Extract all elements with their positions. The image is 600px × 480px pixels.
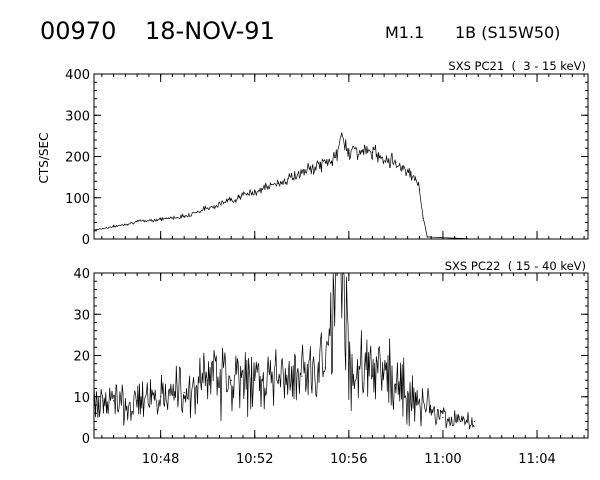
data-point (254, 379, 256, 381)
data-point (371, 151, 373, 153)
y-tick-label: 30 (73, 308, 90, 323)
data-point (160, 218, 162, 220)
y-tick-label: 40 (73, 267, 90, 282)
data-point (207, 379, 209, 381)
data-point (277, 379, 279, 381)
series-line (93, 132, 475, 240)
panel-pc22: SXS PC22 ( 15 - 40 keV) 0 10 20 30 40 10:48 10… (73, 259, 589, 467)
data-point (277, 182, 279, 184)
x-tick-label: 10:48 (142, 452, 179, 467)
y-tick-label: 20 (73, 350, 90, 365)
data-point (113, 226, 115, 228)
data-point (301, 172, 303, 174)
data-point (324, 367, 326, 369)
data-point (230, 379, 232, 381)
series-line (93, 272, 475, 430)
panel-pc22-title: SXS PC22 ( 15 - 40 keV) (445, 259, 586, 273)
y-tick-label: 300 (65, 109, 90, 124)
x-tick-label: 10:56 (330, 452, 367, 467)
data-point (473, 420, 475, 423)
data-point (136, 221, 138, 223)
data-point (183, 215, 185, 217)
y-tick-label: 0 (82, 233, 90, 248)
data-point (465, 420, 468, 423)
panel-pc21-frame (93, 73, 589, 240)
data-point (207, 207, 209, 209)
panel-pc22-frame (93, 272, 589, 439)
y-tick-label: 10 (73, 391, 90, 406)
data-point (324, 162, 326, 164)
y-tick-label: 100 (65, 192, 90, 207)
data-point (340, 135, 342, 137)
event-id: 00970 (40, 17, 116, 45)
panel-pc22-series (93, 272, 475, 430)
data-point (301, 375, 303, 377)
data-point (422, 217, 424, 219)
data-point (230, 199, 232, 201)
panel-pc21-series (93, 132, 475, 240)
x-tick-label: 11:04 (518, 452, 555, 467)
data-point (136, 400, 138, 402)
flare-class: M1.1 (385, 23, 424, 42)
data-point (254, 191, 256, 193)
data-point (183, 392, 185, 394)
data-point (418, 400, 420, 402)
y-tick-label: 0 (82, 432, 90, 447)
optical-class: 1B (S15W50) (455, 23, 560, 42)
data-point (336, 155, 338, 158)
data-point (414, 176, 417, 178)
y-tick-label: 400 (65, 68, 90, 83)
data-point (418, 188, 420, 191)
panel-pc21-ylabel: CTS/SEC (37, 133, 51, 184)
event-date: 18-NOV-91 (145, 17, 275, 45)
panel-pc21: SXS PC21 ( 3 - 15 keV) CTS/SEC 0 100 200 30… (37, 59, 589, 248)
y-tick-label: 200 (65, 151, 90, 166)
data-point (348, 363, 350, 365)
data-point (442, 416, 444, 418)
x-tick-label: 10:52 (236, 452, 273, 467)
data-point (160, 396, 162, 398)
data-point (371, 375, 373, 377)
data-point (348, 149, 350, 151)
data-point (395, 383, 397, 385)
data-point (395, 162, 397, 164)
panel-pc21-title: SXS PC21 ( 3 - 15 keV) (448, 59, 586, 73)
data-point (426, 236, 428, 238)
data-point (113, 400, 115, 402)
x-tick-label: 11:00 (424, 452, 461, 467)
